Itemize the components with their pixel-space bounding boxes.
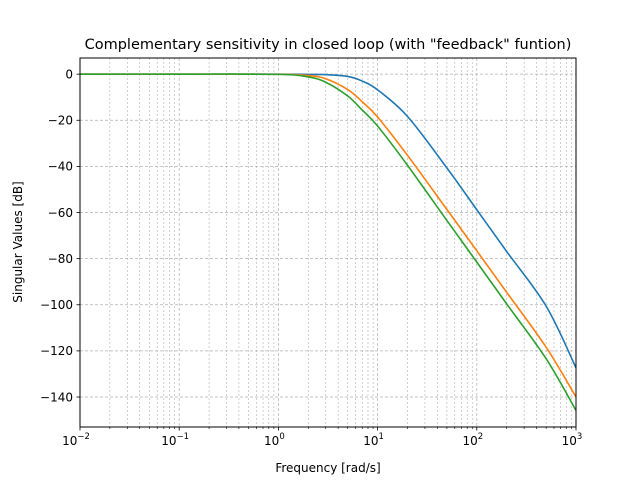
x-tick-label: 103: [562, 432, 583, 448]
y-tick-label: 0: [65, 67, 73, 81]
y-tick-label: −120: [40, 344, 73, 358]
grid: [79, 58, 577, 427]
plot-frame: [79, 57, 577, 428]
y-tick-label: −60: [48, 206, 73, 220]
y-tick-label: −20: [48, 114, 73, 128]
x-tick-label: 10−1: [161, 432, 189, 448]
y-tick-label: −80: [48, 252, 73, 266]
y-axis-label: Singular Values [dB]: [11, 181, 25, 302]
x-axis-label: Frequency [rad/s]: [275, 461, 380, 475]
chart-title: Complementary sensitivity in closed loop…: [85, 37, 572, 53]
x-tick-label: 10−2: [62, 432, 90, 448]
axis-ticks: 10−2 10−1 100 101 102 103 0 −20 −40 −60 −80 −100 −12…: [40, 67, 582, 448]
series-line-3: [79, 73, 577, 411]
x-tick-label: 101: [363, 432, 384, 448]
x-tick-label: 102: [462, 432, 483, 448]
x-tick-label: 100: [264, 432, 285, 448]
y-tick-label: −100: [40, 298, 73, 312]
series-lines: [79, 73, 577, 411]
y-tick-label: −40: [48, 160, 73, 174]
y-tick-label: −140: [40, 390, 73, 404]
